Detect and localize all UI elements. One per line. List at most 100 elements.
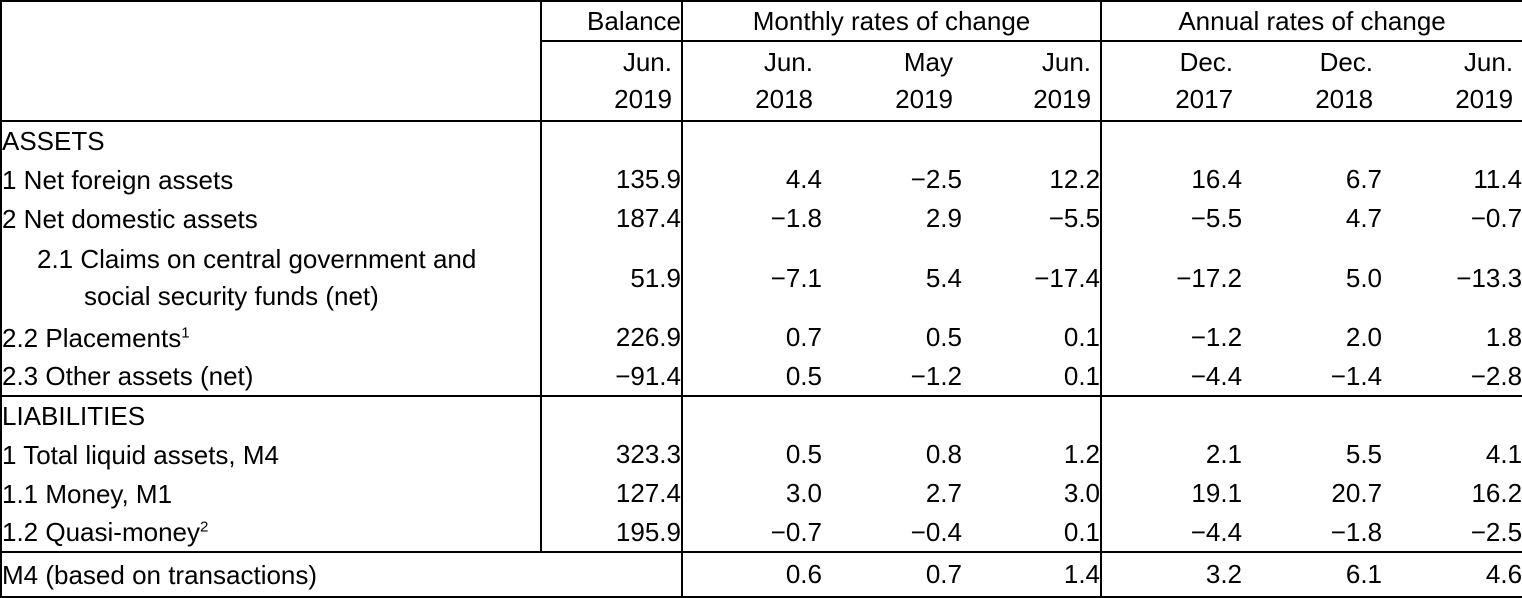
value-cell: 1.8	[1485, 322, 1522, 352]
empty-cell	[682, 121, 822, 160]
footnote-ref: 2	[199, 518, 209, 536]
empty-cell	[682, 396, 822, 435]
value-cell: −4.4	[1101, 513, 1243, 553]
value-cell: −5.5	[1190, 203, 1243, 233]
period-year: 2019	[895, 84, 953, 114]
balance-value: 323.3	[541, 435, 683, 474]
value-cell: −1.8	[770, 203, 822, 233]
column-subheader-monthly-3: Jun. 2019	[962, 41, 1103, 122]
value-cell: 16.4	[1191, 164, 1243, 194]
value-cell: −1.4	[1242, 357, 1383, 397]
value-cell: −1.2	[1190, 322, 1243, 352]
value-cell: 5.4	[925, 262, 962, 293]
value-cell: 3.0	[785, 478, 822, 508]
balance-value: 195.9	[541, 513, 683, 553]
balance-value: −91.4	[541, 357, 683, 397]
row-label: 1.2 Quasi-money2	[1, 513, 542, 553]
empty-cell	[541, 396, 683, 435]
value-cell: 19.1	[1191, 478, 1243, 508]
footer-row-m4-transactions: M4 (based on transactions) 0.6 0.7 1.4 3…	[1, 552, 1522, 597]
column-subheader-monthly-1: Jun. 2018	[682, 41, 822, 122]
empty-cell	[1242, 121, 1382, 160]
column-subheader-balance: Jun. 2019	[541, 41, 683, 122]
balance-value: 187.4	[541, 199, 683, 238]
table-row: 2 Net domestic assets 187.4 −1.8 2.9 −5.…	[1, 199, 1522, 238]
section-label: LIABILITIES	[1, 396, 542, 435]
table-row: 1 Net foreign assets 135.9 4.4 −2.5 12.2…	[1, 160, 1522, 199]
value-cell: 4.1	[1485, 439, 1522, 469]
balance-value: 127.4	[541, 474, 683, 513]
monthly-group-header: Monthly rates of change	[682, 1, 1103, 42]
value-cell: 1.2	[962, 435, 1103, 474]
value-cell: 3.2	[1205, 559, 1243, 589]
value-cell: 5.5	[1345, 439, 1383, 469]
table-row: 2.3 Other assets (net) −91.4 0.5 −1.2 0.…	[1, 357, 1522, 397]
empty-cell	[822, 396, 962, 435]
value-cell: −0.7	[682, 513, 822, 553]
value-cell: 2.9	[925, 203, 962, 233]
row-label: 2.3 Other assets (net)	[1, 357, 542, 397]
value-cell: −1.8	[1242, 513, 1383, 553]
footnote-ref: 1	[181, 323, 190, 341]
row-label-text: 2.2 Placements	[2, 322, 182, 353]
section-row-liabilities: LIABILITIES	[1, 396, 1522, 435]
value-cell: −13.3	[1456, 262, 1522, 293]
row-label-line-1: 2.1 Claims on central government and	[37, 244, 477, 274]
value-cell: 0.5	[682, 357, 822, 397]
value-cell: −2.8	[1382, 357, 1522, 397]
value-cell: 0.5	[785, 439, 822, 469]
table-row: 2.2 Placements1 226.9 0.7 0.5 0.1 −1.2 2…	[1, 318, 1522, 357]
value-cell: −0.7	[1470, 203, 1522, 233]
value-cell: 0.1	[962, 513, 1103, 553]
value-cell: 6.7	[1345, 164, 1383, 194]
table-row: 1.1 Money, M1 127.4 3.0 2.7 3.0 19.1 20.…	[1, 474, 1522, 513]
value-cell: 4.4	[785, 164, 822, 194]
period-year: 2019	[614, 84, 672, 114]
table-row: 1 Total liquid assets, M4 323.3 0.5 0.8 …	[1, 435, 1522, 474]
value-cell: 3.0	[962, 474, 1103, 513]
value-cell: 4.6	[1485, 559, 1522, 589]
value-cell: 5.0	[1345, 262, 1383, 293]
empty-cell	[962, 396, 1103, 435]
balance-group-header: Balance	[541, 1, 683, 42]
row-label: 1.1 Money, M1	[1, 474, 542, 513]
row-label-text: 1.2 Quasi-money	[2, 517, 200, 547]
empty-cell	[1242, 396, 1382, 435]
empty-cell	[1382, 121, 1522, 160]
value-cell: −4.4	[1101, 357, 1243, 397]
value-cell: 2.1	[1205, 439, 1243, 469]
period-month: Jun.	[1041, 47, 1092, 77]
table-row: 1.2 Quasi-money2 195.9 −0.7 −0.4 0.1 −4.…	[1, 513, 1522, 553]
period-month: Jun.	[1463, 47, 1514, 77]
value-cell: 0.6	[785, 559, 822, 589]
balance-value: 51.9	[541, 238, 683, 318]
period-month: Dec.	[1179, 47, 1234, 77]
value-cell: 6.1	[1345, 559, 1383, 589]
empty-cell	[1101, 396, 1242, 435]
value-cell: 12.2	[962, 160, 1103, 199]
value-cell: 16.2	[1471, 478, 1522, 508]
period-year: 2018	[1315, 84, 1374, 114]
column-subheader-annual-1: Dec. 2017	[1101, 41, 1243, 122]
section-row-assets: ASSETS	[1, 121, 1522, 160]
empty-cell	[962, 121, 1103, 160]
row-label: 2.2 Placements1	[1, 318, 542, 357]
value-cell: −2.5	[910, 164, 962, 194]
row-label: 1 Net foreign assets	[1, 160, 542, 199]
period-year: 2019	[1033, 84, 1092, 114]
column-subheader-annual-3: Jun. 2019	[1382, 41, 1522, 122]
row-label: 2 Net domestic assets	[1, 199, 542, 238]
value-cell: 2.7	[925, 478, 962, 508]
value-cell: −5.5	[962, 199, 1103, 238]
corner-cell	[1, 1, 542, 122]
empty-cell	[541, 121, 683, 160]
value-cell: −7.1	[770, 262, 822, 293]
value-cell: 2.0	[1345, 322, 1383, 352]
value-cell: 11.4	[1473, 164, 1522, 194]
balance-value: 226.9	[541, 318, 683, 357]
value-cell: 0.5	[925, 322, 962, 352]
value-cell: 1.4	[962, 552, 1103, 597]
row-label-line-2: social security funds (net)	[84, 281, 379, 311]
